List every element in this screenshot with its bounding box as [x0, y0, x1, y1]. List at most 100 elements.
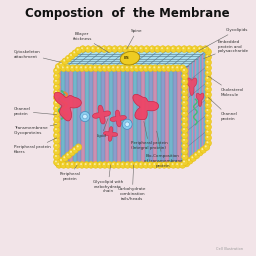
Circle shape — [140, 47, 142, 49]
Circle shape — [101, 46, 107, 52]
Circle shape — [112, 66, 114, 68]
Circle shape — [201, 148, 203, 150]
Circle shape — [176, 66, 178, 68]
Circle shape — [71, 66, 73, 68]
Circle shape — [59, 61, 65, 67]
Polygon shape — [89, 68, 93, 165]
Circle shape — [83, 162, 90, 168]
Polygon shape — [125, 68, 129, 165]
Polygon shape — [97, 68, 101, 165]
Circle shape — [207, 125, 208, 127]
Circle shape — [205, 134, 211, 141]
Circle shape — [69, 149, 75, 156]
Circle shape — [92, 65, 99, 71]
Circle shape — [207, 136, 208, 138]
Polygon shape — [65, 68, 69, 165]
Circle shape — [205, 81, 211, 87]
Ellipse shape — [120, 51, 140, 65]
Circle shape — [182, 84, 188, 90]
Circle shape — [124, 47, 126, 49]
Circle shape — [85, 46, 91, 52]
Circle shape — [96, 46, 102, 52]
Circle shape — [99, 163, 100, 165]
Circle shape — [182, 121, 188, 128]
Circle shape — [54, 68, 60, 74]
Circle shape — [205, 129, 211, 136]
Circle shape — [144, 66, 146, 68]
Polygon shape — [57, 68, 61, 165]
Circle shape — [55, 134, 57, 135]
Circle shape — [111, 162, 117, 168]
Circle shape — [183, 69, 185, 71]
Circle shape — [205, 54, 211, 60]
Circle shape — [207, 77, 208, 79]
Circle shape — [57, 163, 59, 165]
Circle shape — [205, 145, 207, 147]
Circle shape — [60, 62, 62, 64]
Circle shape — [108, 66, 110, 68]
Circle shape — [183, 144, 185, 146]
Circle shape — [55, 91, 57, 92]
Circle shape — [161, 65, 167, 71]
Circle shape — [205, 70, 211, 77]
Text: Peripheral protein
(Integral protein): Peripheral protein (Integral protein) — [131, 121, 167, 150]
Circle shape — [207, 93, 208, 95]
Circle shape — [57, 162, 59, 164]
Circle shape — [161, 47, 163, 49]
Circle shape — [166, 47, 168, 49]
Polygon shape — [110, 110, 126, 127]
Circle shape — [63, 60, 65, 61]
Circle shape — [54, 111, 60, 117]
Circle shape — [149, 66, 151, 68]
Text: Peripheral
protein: Peripheral protein — [59, 165, 80, 181]
Circle shape — [151, 47, 152, 49]
Circle shape — [205, 75, 211, 82]
Circle shape — [83, 65, 90, 71]
Circle shape — [88, 65, 94, 71]
Polygon shape — [109, 68, 113, 165]
Polygon shape — [153, 68, 157, 165]
Circle shape — [204, 47, 206, 49]
Circle shape — [134, 162, 140, 168]
Circle shape — [129, 162, 135, 168]
Text: Cholesterol
Molecule: Cholesterol Molecule — [208, 76, 244, 97]
Circle shape — [182, 89, 188, 96]
Circle shape — [76, 163, 78, 165]
Circle shape — [182, 143, 188, 150]
Polygon shape — [133, 94, 159, 120]
Circle shape — [175, 162, 181, 168]
Circle shape — [205, 113, 211, 120]
Circle shape — [128, 46, 134, 52]
Circle shape — [55, 69, 57, 71]
Circle shape — [187, 157, 193, 164]
Circle shape — [149, 46, 155, 52]
Circle shape — [122, 46, 129, 52]
Circle shape — [207, 66, 208, 68]
Text: Compostion  of  the Membrane: Compostion of the Membrane — [25, 7, 229, 20]
Polygon shape — [61, 68, 65, 165]
Circle shape — [54, 159, 60, 166]
Circle shape — [120, 65, 126, 71]
Circle shape — [186, 46, 193, 52]
Circle shape — [165, 46, 172, 52]
Text: ES: ES — [123, 56, 129, 60]
Circle shape — [131, 66, 132, 68]
Circle shape — [54, 89, 60, 96]
Circle shape — [170, 162, 177, 168]
Circle shape — [207, 120, 208, 122]
Circle shape — [191, 156, 193, 158]
Circle shape — [55, 101, 57, 103]
Circle shape — [55, 155, 57, 157]
Text: Cytoskeleton
attachment: Cytoskeleton attachment — [14, 50, 61, 62]
Circle shape — [129, 47, 131, 49]
Circle shape — [183, 107, 185, 109]
Circle shape — [207, 82, 208, 84]
Polygon shape — [105, 68, 109, 165]
Circle shape — [207, 131, 208, 133]
Text: Channel
protein: Channel protein — [14, 107, 57, 116]
Circle shape — [207, 71, 208, 73]
Circle shape — [207, 114, 208, 116]
Circle shape — [108, 47, 110, 49]
Circle shape — [111, 65, 117, 71]
Circle shape — [103, 163, 105, 165]
